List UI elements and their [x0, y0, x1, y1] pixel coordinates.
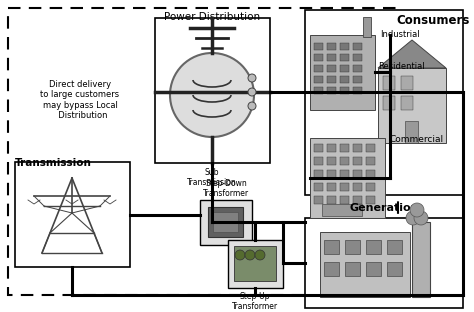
Bar [327, 54, 336, 61]
Bar [305, 218, 463, 308]
Circle shape [248, 74, 256, 82]
Circle shape [170, 53, 254, 137]
Bar [8, 8, 398, 295]
Bar [228, 240, 283, 288]
Bar [327, 43, 336, 50]
Bar [213, 212, 238, 232]
Bar [340, 54, 349, 61]
Bar [412, 222, 430, 297]
Bar [314, 65, 323, 72]
Bar [208, 207, 243, 237]
Bar [340, 183, 349, 191]
Circle shape [255, 250, 265, 260]
Bar [324, 240, 339, 254]
Bar [366, 196, 375, 204]
Bar [320, 232, 410, 297]
Bar [353, 54, 362, 61]
Bar [314, 87, 323, 94]
Bar [340, 144, 349, 152]
Bar [353, 65, 362, 72]
Bar [327, 87, 336, 94]
Bar [314, 76, 323, 83]
Bar [310, 138, 385, 218]
Bar [353, 87, 362, 94]
Bar [327, 76, 336, 83]
Bar [366, 157, 375, 165]
Bar [327, 183, 336, 191]
Bar [314, 54, 323, 61]
Text: Industrial: Industrial [380, 30, 419, 39]
Circle shape [414, 211, 428, 225]
Circle shape [235, 250, 245, 260]
Text: Consumers: Consumers [397, 14, 470, 27]
Bar [314, 144, 323, 152]
Circle shape [245, 250, 255, 260]
Bar [324, 262, 339, 276]
Bar [363, 17, 371, 37]
Bar [383, 76, 395, 90]
Bar [340, 87, 349, 94]
Text: Step-Up
Transformer: Step-Up Transformer [232, 292, 278, 311]
Bar [155, 18, 270, 163]
Bar [15, 162, 130, 267]
Bar [327, 196, 336, 204]
Text: Direct delivery
to large customers
may bypass Local
  Distribution: Direct delivery to large customers may b… [40, 80, 119, 120]
Bar [200, 200, 252, 245]
Bar [340, 65, 349, 72]
Circle shape [406, 211, 420, 225]
Bar [327, 157, 336, 165]
Bar [327, 144, 336, 152]
Bar [314, 157, 323, 165]
Bar [383, 96, 395, 110]
Circle shape [410, 203, 424, 217]
Bar [353, 144, 362, 152]
Text: Power Distribution: Power Distribution [164, 12, 260, 22]
Bar [401, 96, 413, 110]
Bar [305, 10, 463, 195]
Bar [387, 240, 402, 254]
Text: Sub
Transmission: Sub Transmission [187, 168, 237, 188]
Bar [314, 43, 323, 50]
Bar [366, 262, 381, 276]
Text: Step-Down
Transformer: Step-Down Transformer [203, 178, 249, 198]
Bar [234, 246, 276, 281]
Bar [345, 240, 360, 254]
Bar [366, 170, 375, 178]
Text: Transmission: Transmission [15, 158, 92, 168]
Bar [340, 170, 349, 178]
Circle shape [248, 102, 256, 110]
Bar [353, 157, 362, 165]
Bar [327, 170, 336, 178]
Bar [366, 144, 375, 152]
Bar [322, 204, 362, 216]
Text: Commercial: Commercial [390, 135, 444, 144]
Bar [353, 43, 362, 50]
Bar [353, 183, 362, 191]
Bar [366, 240, 381, 254]
Bar [340, 157, 349, 165]
Text: Residential: Residential [378, 62, 425, 71]
Bar [340, 196, 349, 204]
Bar [353, 170, 362, 178]
Bar [366, 183, 375, 191]
Bar [378, 68, 446, 143]
Bar [353, 196, 362, 204]
Bar [401, 76, 413, 90]
Text: Generation: Generation [349, 203, 419, 213]
Bar [314, 196, 323, 204]
Bar [405, 121, 418, 143]
Bar [310, 35, 375, 110]
Circle shape [248, 88, 256, 96]
Bar [327, 65, 336, 72]
Bar [340, 76, 349, 83]
Polygon shape [378, 40, 446, 68]
Bar [340, 43, 349, 50]
Bar [314, 170, 323, 178]
Bar [345, 262, 360, 276]
Bar [387, 262, 402, 276]
Bar [353, 76, 362, 83]
Bar [314, 183, 323, 191]
